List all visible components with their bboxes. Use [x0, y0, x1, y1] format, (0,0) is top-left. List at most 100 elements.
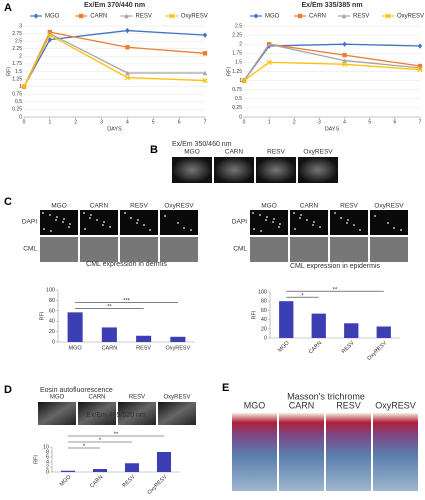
bar	[376, 326, 391, 338]
bar	[101, 327, 117, 342]
bracket-label: **	[107, 304, 112, 310]
nucleus	[353, 224, 355, 226]
legend-marker	[79, 13, 84, 19]
y-tick-label: 0.75	[232, 87, 242, 93]
nucleus	[272, 221, 274, 223]
image-label: MGO	[184, 149, 200, 156]
nucleus	[143, 224, 145, 226]
bar	[60, 470, 76, 472]
y-tick-label: 0	[264, 335, 267, 341]
y-tick-label: 2.5	[15, 38, 22, 44]
nucleus	[293, 212, 295, 214]
legend-label: CARN	[309, 14, 326, 20]
bracket-label: **	[333, 287, 338, 293]
y-tick-label: 0.25	[232, 105, 242, 111]
x-tick-label: RESV	[341, 340, 356, 355]
nucleus	[130, 217, 132, 219]
y-tick-label: 2.5	[235, 23, 242, 29]
image-label: OxyRESV	[163, 395, 190, 401]
bracket-label: **	[114, 432, 119, 438]
point	[202, 51, 208, 56]
nucleus	[63, 218, 65, 220]
image	[158, 402, 196, 425]
nucleus	[164, 215, 166, 217]
nucleus	[273, 218, 275, 220]
bracket-label: *	[99, 438, 102, 444]
caption: Ex/Em 350/460 nm	[172, 141, 232, 148]
y-tick-label: 0	[19, 114, 22, 120]
x-tick-label: 5	[152, 119, 155, 125]
point	[417, 43, 423, 49]
legend-label: RESV	[353, 14, 369, 20]
y-tick-label: 0	[52, 339, 55, 345]
bar	[67, 312, 83, 342]
x-tick-label: CARN	[89, 474, 104, 489]
y-tick-label: 1	[239, 78, 242, 84]
image	[298, 157, 338, 183]
nucleus	[183, 227, 185, 229]
bar	[124, 463, 140, 472]
y-axis-label: RFI	[6, 67, 12, 76]
x-tick-label: OxyRESV	[165, 345, 190, 351]
nucleus	[306, 219, 308, 221]
bar	[170, 336, 186, 342]
row-label: DAPI	[22, 219, 37, 226]
x-tick-label: 6	[178, 119, 181, 125]
caption: Eosin autofluorescence	[40, 387, 113, 394]
nucleus	[42, 212, 44, 214]
y-axis-label: RFI	[226, 67, 232, 76]
image	[290, 237, 328, 262]
panel-letter: D	[4, 384, 12, 396]
y-tick-label: 60	[261, 308, 267, 314]
legend-label: OxyRESV	[181, 14, 208, 20]
bar	[92, 469, 108, 472]
image	[256, 157, 296, 183]
nucleus	[109, 226, 111, 228]
bracket-label: ***	[123, 298, 131, 304]
nucleus	[387, 222, 389, 224]
nucleus	[359, 229, 361, 231]
point	[125, 27, 130, 34]
image	[40, 210, 78, 235]
point	[47, 32, 53, 38]
legend-marker	[253, 13, 259, 19]
series-line	[23, 32, 205, 87]
x-tick-label: 0	[23, 119, 26, 125]
y-tick-label: 0.5	[235, 96, 242, 102]
legend-label: OxyRESV	[397, 14, 424, 20]
legend-label: MGO	[265, 14, 280, 20]
nucleus	[266, 216, 268, 218]
image	[330, 237, 368, 262]
column-label: RESV	[340, 203, 358, 210]
x-tick-label: 5	[368, 119, 371, 125]
nucleus	[177, 222, 179, 224]
y-tick-label: 0	[46, 469, 49, 475]
x-tick-label: CARN	[102, 345, 118, 351]
image	[214, 157, 254, 183]
point	[202, 70, 208, 76]
y-tick-label: 80	[49, 298, 55, 304]
x-tick-label: MGO	[59, 474, 73, 488]
y-axis-label: RFI	[251, 310, 257, 319]
legend-marker	[33, 13, 39, 19]
nucleus	[300, 214, 302, 216]
image	[120, 237, 158, 262]
y-tick-label: 100	[46, 287, 55, 293]
y-tick-label: 1.25	[232, 69, 242, 75]
bar	[311, 313, 326, 338]
point	[342, 58, 347, 63]
panel-letter: A	[4, 2, 12, 14]
y-tick-label: 1.75	[232, 51, 242, 57]
y-tick-label: 10	[43, 444, 49, 450]
point	[342, 41, 347, 47]
x-tick-label: 2	[293, 119, 296, 125]
point	[417, 67, 423, 73]
image-label: MGO	[244, 400, 266, 410]
point	[342, 52, 347, 58]
x-tick-label: 3	[100, 119, 103, 125]
y-tick-label: 8	[46, 449, 49, 455]
y-tick-label: 3	[19, 23, 22, 29]
nucleus	[313, 221, 315, 223]
series-line	[23, 34, 206, 87]
column-label: MGO	[51, 203, 67, 210]
